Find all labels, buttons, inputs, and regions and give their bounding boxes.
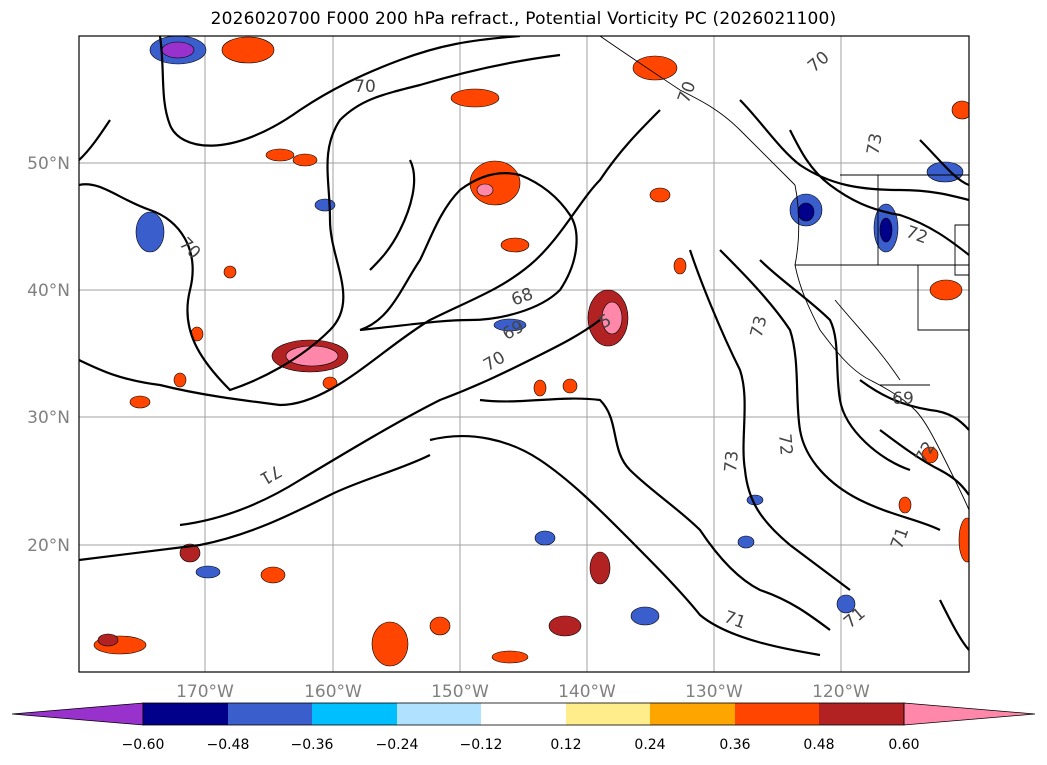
lat-label: 50°N	[27, 154, 70, 174]
refractivity-contours	[79, 36, 969, 657]
lon-label: 170°W	[176, 682, 234, 702]
colorbar-tick-label: −0.24	[376, 737, 419, 753]
contour-label: 73	[721, 450, 743, 473]
colorbar-tick-label: 0.60	[888, 737, 919, 753]
colorbar-extend-min	[11, 702, 144, 726]
contour-label: 70	[354, 77, 376, 97]
colorbar-segment	[735, 703, 819, 725]
lon-label: 120°W	[812, 682, 870, 702]
colorbar-tick-label: 0.24	[634, 737, 665, 753]
latitude-labels: 20°N 30°N 40°N 50°N	[27, 154, 70, 556]
colorbar-segment	[566, 703, 650, 725]
lon-label: 150°W	[431, 682, 489, 702]
colorbar-tick-label: −0.60	[122, 737, 165, 753]
colorbar-segment	[650, 703, 735, 725]
colorbar-tick-label: −0.36	[291, 737, 334, 753]
lon-label: 160°W	[304, 682, 362, 702]
colorbar-tick-label: 0.12	[550, 737, 581, 753]
colorbar-segment	[312, 703, 397, 725]
map-title: 2026020700 F000 200 hPa refract., Potent…	[210, 9, 837, 29]
lat-label: 20°N	[27, 536, 70, 556]
contour-label: 69	[892, 389, 914, 409]
colorbar-segment	[819, 703, 904, 725]
map-panel	[79, 36, 969, 672]
lon-label: 140°W	[558, 682, 616, 702]
colorbar-segment	[228, 703, 312, 725]
colorbar-segment	[481, 703, 566, 725]
colorbar-tick-label: 0.48	[803, 737, 834, 753]
lat-label: 40°N	[27, 281, 70, 301]
lon-label: 130°W	[685, 682, 743, 702]
pv-shading	[93, 36, 969, 667]
colorbar-segment	[143, 703, 228, 725]
colorbar-extend-max	[903, 702, 1036, 726]
colorbar-tick-label: 0.36	[719, 737, 750, 753]
map-frame	[78, 35, 970, 673]
coastlines	[599, 36, 969, 511]
longitude-labels: 170°W 160°W 150°W 140°W 130°W 120°W	[176, 682, 870, 702]
colorbar-tick-label: −0.48	[207, 737, 250, 753]
colorbar-ticks: −0.60 −0.48 −0.36 −0.24 −0.12 0.12 0.24 …	[122, 737, 920, 753]
contour-label: 73	[863, 132, 886, 157]
colorbar	[11, 702, 1036, 726]
colorbar-segment	[397, 703, 481, 725]
lat-label: 30°N	[27, 408, 70, 428]
colorbar-tick-label: −0.12	[460, 737, 503, 753]
contour-label: 72	[774, 433, 796, 456]
